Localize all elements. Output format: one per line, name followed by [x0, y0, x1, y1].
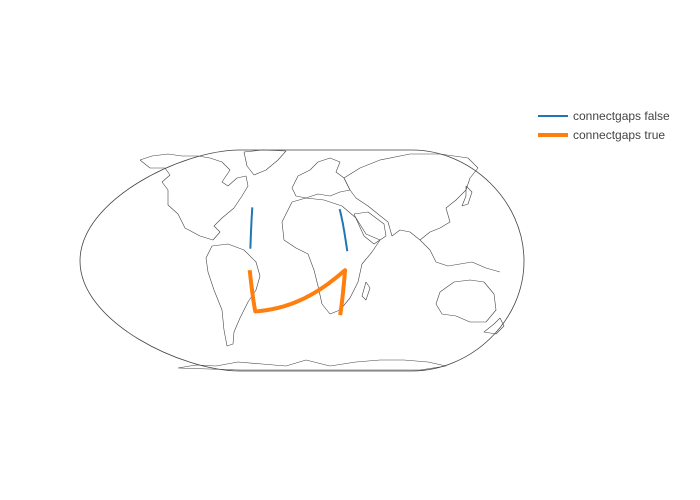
- north-america-coastline: [139, 153, 249, 241]
- path-connectgaps-false-0: [249, 207, 254, 249]
- legend: connectgaps false connectgaps true: [538, 106, 670, 144]
- south-america-coastline: [205, 243, 261, 347]
- legend-label-connectgaps-false: connectgaps false: [573, 108, 670, 123]
- path-connectgaps-false-1: [338, 208, 349, 252]
- asia-coastline: [343, 153, 479, 241]
- coastlines: [139, 149, 505, 371]
- southeast-asia-coastline: [419, 239, 501, 273]
- legend-item-connectgaps-true[interactable]: connectgaps true: [538, 125, 670, 144]
- legend-swatch-connectgaps-false: [538, 114, 568, 117]
- africa-coastline: [281, 197, 381, 315]
- arabia-coastline: [353, 211, 387, 245]
- legend-label-connectgaps-true: connectgaps true: [573, 127, 666, 142]
- map-frame: [79, 149, 525, 372]
- greenland-coastline: [243, 149, 287, 176]
- legend-item-connectgaps-false[interactable]: connectgaps false: [538, 106, 670, 125]
- path-connectgaps-true-0: [247, 268, 348, 316]
- europe-coastline: [291, 157, 351, 199]
- japan-coastline: [461, 185, 473, 207]
- flight-paths: [247, 207, 349, 316]
- legend-swatch-connectgaps-true: [538, 132, 568, 137]
- antarctica-coastline: [177, 359, 447, 371]
- new-zealand-coastline: [483, 317, 505, 335]
- madagascar-coastline: [361, 281, 371, 301]
- australia-coastline: [435, 279, 497, 323]
